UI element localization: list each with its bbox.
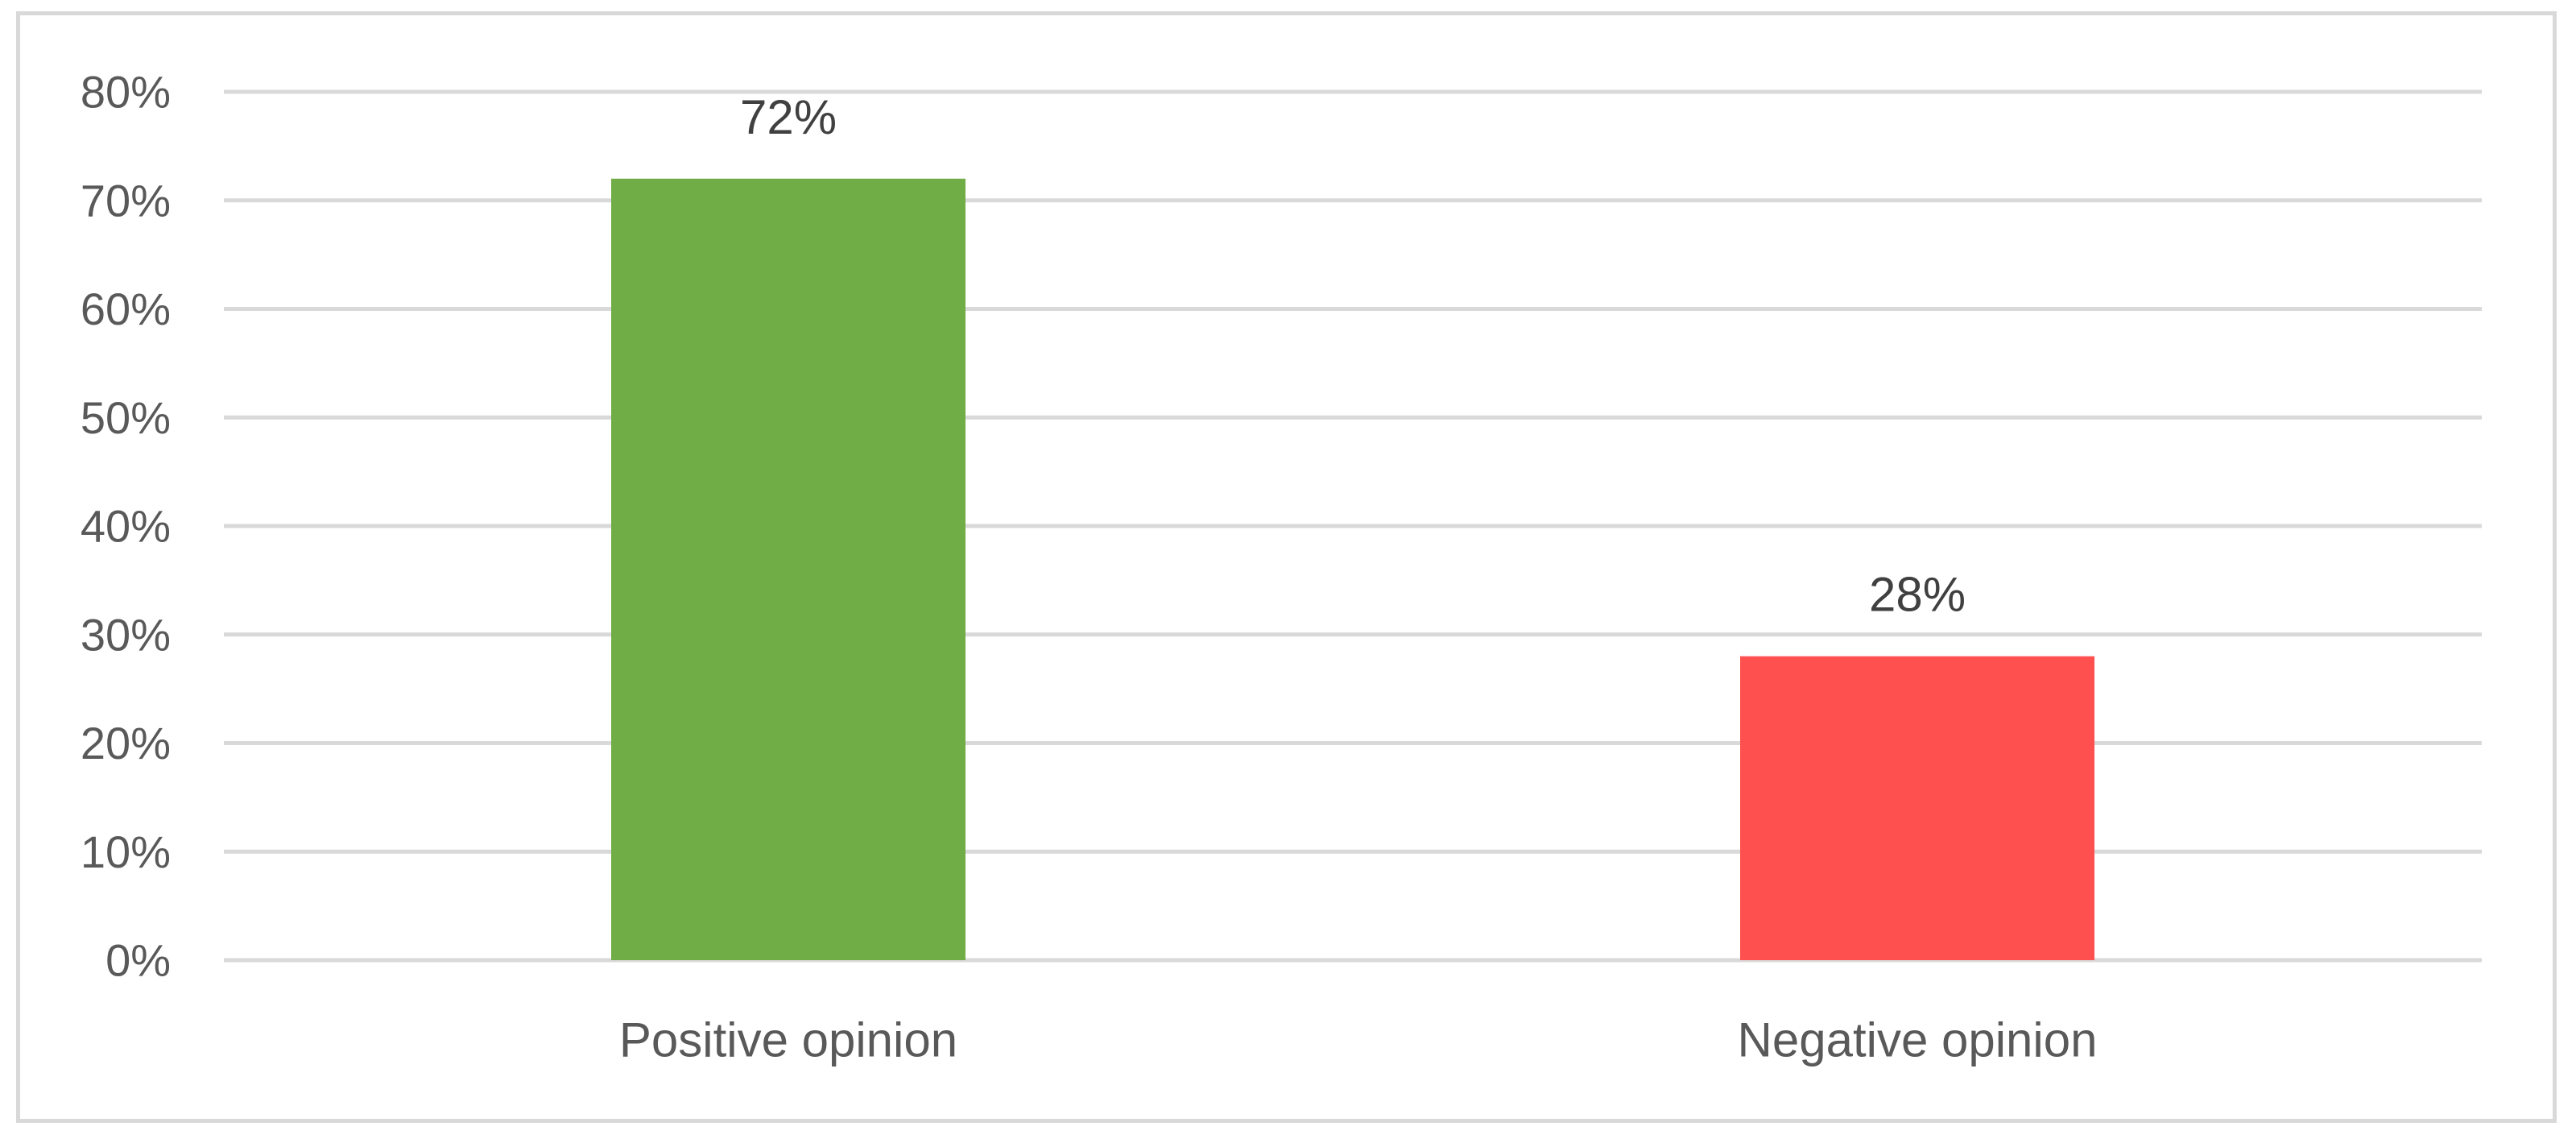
y-tick-label: 20% <box>81 718 171 768</box>
y-tick-label: 0% <box>105 935 171 986</box>
data-labels: 72% 28% <box>740 90 1966 622</box>
x-axis-category-labels: Positive opinion Negative opinion <box>619 1013 2098 1067</box>
data-label: 28% <box>1869 568 1966 622</box>
y-tick-label: 70% <box>81 175 171 226</box>
bars <box>611 178 2094 961</box>
bar <box>1740 656 2094 960</box>
y-tick-label: 10% <box>81 826 171 877</box>
data-label: 72% <box>740 90 837 144</box>
y-tick-label: 30% <box>81 609 171 660</box>
y-tick-label: 60% <box>81 284 171 334</box>
category-label: Negative opinion <box>1738 1013 2098 1067</box>
gridlines <box>224 89 2482 963</box>
y-tick-label: 50% <box>81 392 171 443</box>
y-tick-label: 40% <box>81 501 171 552</box>
chart-frame <box>16 11 2557 1123</box>
y-axis-tick-labels: 0% 10% 20% 30% 40% 50% 60% 70% 80% <box>81 67 171 986</box>
bar <box>611 178 965 961</box>
y-tick-label: 80% <box>81 67 171 118</box>
category-label: Positive opinion <box>619 1013 957 1067</box>
